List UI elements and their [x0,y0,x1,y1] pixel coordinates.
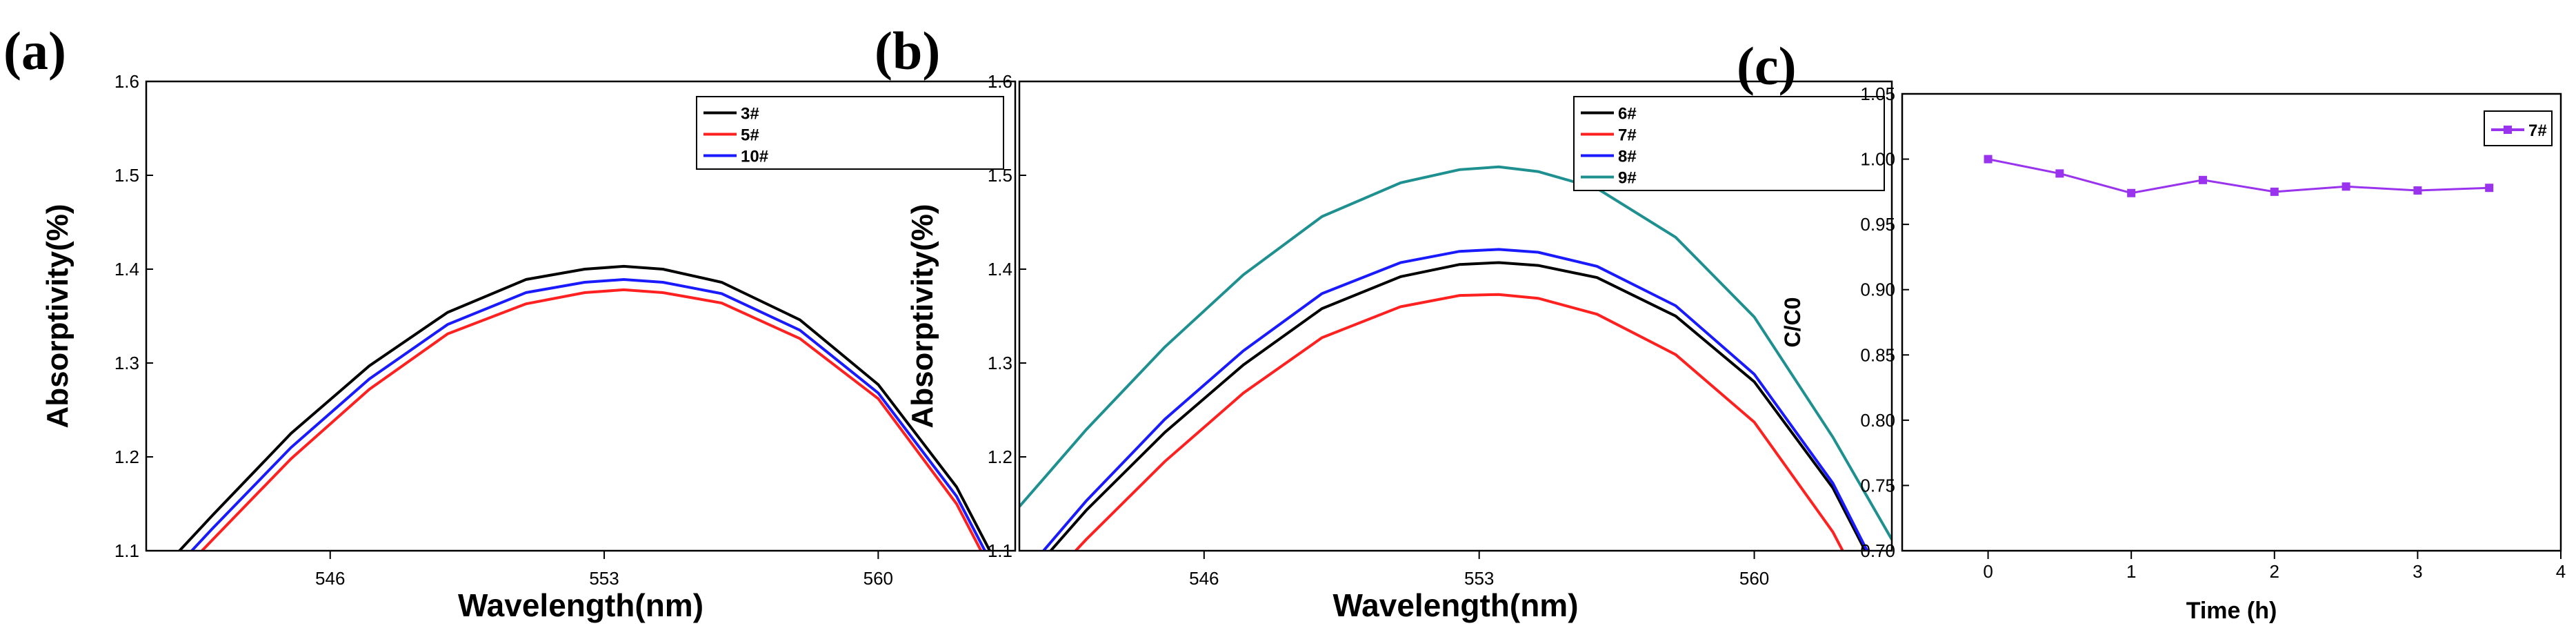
series-line-7# [1073,293,1845,551]
y-tick-label: 1.5 [988,165,1012,186]
legend-label: 5# [741,126,759,145]
data-point [2342,182,2350,191]
data-point [2127,188,2136,197]
series-line-5# [200,288,983,551]
y-tick-label: 0.80 [1860,410,1895,431]
legend-label: 6# [1618,105,1637,124]
legend: 6# 7# 8# 9# [1573,96,1885,191]
x-tick-label: 553 [1464,568,1494,589]
x-axis-title: Wavelength(nm) [1332,587,1578,623]
legend: 7# [2484,110,2553,146]
x-tick-label: 560 [1739,568,1769,589]
panel-label: (a) [3,21,66,81]
x-tick-label: 1 [2126,561,2136,582]
chart-panel-c: (c) 0.70 0.75 0.80 0.85 0.90 0.95 1.00 1.05 0 1 2 3 4… [1737,36,2566,624]
legend-label: 7# [2528,121,2547,140]
x-tick-label: 3 [2413,561,2422,582]
chart-panel-b: (b) 1.1 1.2 1.3 1.4 1.5 1.6 546 553 560 Wavelength… [875,21,1893,623]
x-tick-label: 560 [863,568,893,589]
legend-label: 9# [1618,169,1637,188]
y-axis-title: Absorptivity(%) [41,204,74,428]
panel-label: (b) [875,21,940,81]
y-tick-label: 1.4 [114,259,139,280]
legend-marker [2504,126,2512,134]
legend-box [1573,96,1885,191]
y-axis-title: C/C0 [1780,297,1805,348]
data-point [2485,184,2494,193]
y-tick-label: 1.05 [1860,84,1895,104]
y-tick-label: 1.4 [988,259,1012,280]
y-tick-label: 1.2 [988,447,1012,467]
y-tick-label: 0.70 [1860,540,1895,561]
x-axis-title: Wavelength(nm) [458,587,703,623]
x-tick-label: 0 [1983,561,1993,582]
legend-box [696,96,1004,170]
y-tick-label: 1.6 [114,71,139,92]
legend-label: 10# [741,148,768,166]
data-point [2198,175,2207,184]
y-tick-label: 1.5 [114,165,139,186]
y-tick-label: 1.6 [988,71,1012,92]
y-tick-label: 0.85 [1860,344,1895,365]
y-tick-label: 1.3 [988,353,1012,373]
y-tick-label: 1.00 [1860,149,1895,170]
x-tick-label: 4 [2556,561,2566,582]
series-line-10# [190,277,987,551]
series-line-9# [1019,165,1892,540]
series-line-6# [1048,261,1867,551]
x-tick-label: 546 [1189,568,1219,589]
legend-label: 3# [741,105,759,124]
data-point [2055,169,2064,178]
y-tick-label: 1.1 [114,540,139,561]
plot-frame [1901,92,2562,552]
panel-label: (c) [1737,36,1797,96]
chart-panel-a: (a) 1.1 1.2 1.3 1.4 1.5 1.6 546 553 560 Wavelength… [3,21,1017,623]
x-tick-label: 546 [315,568,345,589]
data-point [2270,187,2279,196]
x-tick-label: 553 [589,568,619,589]
y-tick-label: 1.3 [114,353,139,373]
y-tick-label: 1.1 [988,540,1012,561]
y-tick-label: 0.75 [1860,475,1895,496]
series-line-3# [177,264,992,551]
y-tick-label: 1.2 [114,447,139,467]
plot-frame [145,80,1017,552]
legend-label: 7# [1618,126,1637,145]
y-axis-title: Absorptivity(%) [906,204,939,428]
x-tick-label: 2 [2270,561,2279,582]
y-tick-label: 0.95 [1860,214,1895,235]
data-point [1984,155,1993,164]
x-axis-title: Time (h) [2186,598,2277,624]
plot-frame [1018,80,1893,552]
data-point [2413,186,2422,195]
series-line-8# [1041,248,1869,551]
y-tick-label: 0.90 [1860,280,1895,300]
legend-label: 8# [1618,148,1637,166]
series-line-7# [1988,158,2490,195]
legend: 3# 5# 10# [696,96,1004,170]
